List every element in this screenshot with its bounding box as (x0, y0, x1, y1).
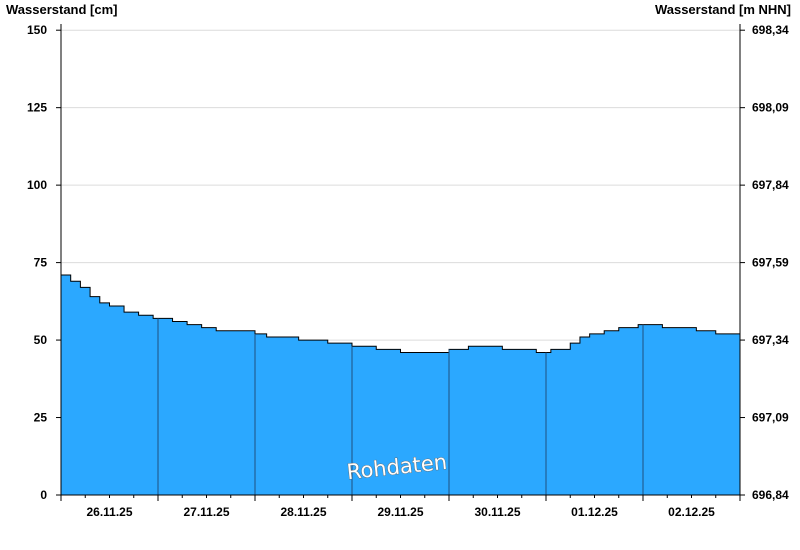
left-tick-label: 100 (27, 178, 47, 192)
water-level-area (61, 274, 740, 495)
right-tick-label: 697,84 (752, 178, 789, 192)
x-tick-label: 02.12.25 (668, 505, 715, 519)
left-tick-label: 125 (27, 101, 47, 115)
right-tick-label: 697,09 (752, 411, 789, 425)
tick-labels: 0 25 50 75 100 125 150 696,84 697,09 697,34 697,59… (27, 23, 789, 519)
left-tick-label: 25 (34, 411, 48, 425)
right-tick-label: 697,59 (752, 256, 789, 270)
left-tick-label: 75 (34, 256, 48, 270)
right-tick-label: 698,34 (752, 23, 789, 37)
x-tick-label: 28.11.25 (280, 505, 326, 519)
x-tick-label: 26.11.25 (86, 505, 132, 519)
water-level-line (61, 274, 741, 353)
x-tick-label: 27.11.25 (183, 505, 229, 519)
right-tick-label: 696,84 (752, 488, 789, 502)
right-tick-label: 698,09 (752, 101, 789, 115)
axes (56, 24, 745, 501)
right-axis-title: Wasserstand [m NHN] (655, 2, 791, 17)
left-tick-label: 0 (40, 488, 47, 502)
x-tick-label: 29.11.25 (377, 505, 423, 519)
left-tick-label: 150 (27, 23, 47, 37)
day-boundary-lines (157, 318, 644, 495)
data-area (61, 274, 741, 495)
left-axis-title: Wasserstand [cm] (6, 2, 118, 17)
rohdaten-watermark: Rohdaten (346, 450, 448, 484)
x-tick-label: 30.11.25 (474, 505, 520, 519)
right-tick-label: 697,34 (752, 333, 789, 347)
x-tick-label: 01.12.25 (571, 505, 618, 519)
left-tick-label: 50 (34, 333, 48, 347)
